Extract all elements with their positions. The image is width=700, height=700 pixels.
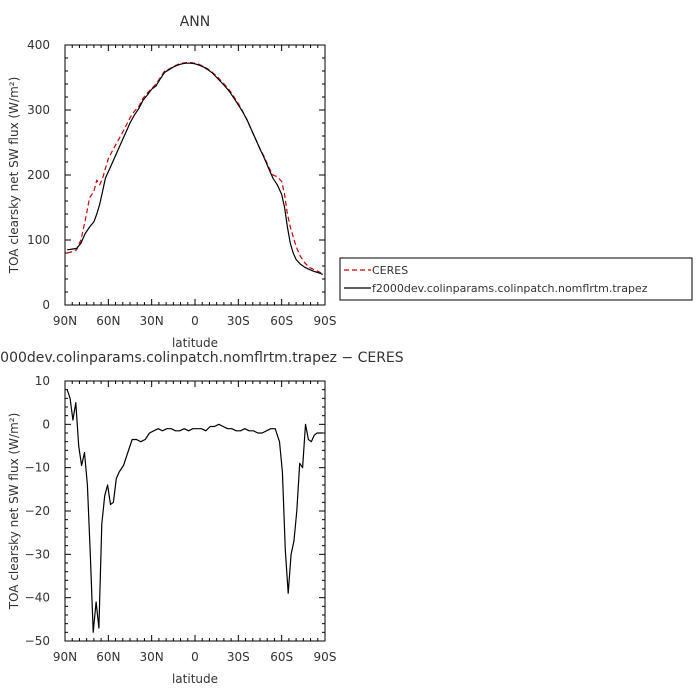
series-line-1 xyxy=(67,61,324,275)
chart-panel-2: f2000dev.colinparams.colinpatch.nomflrtm… xyxy=(0,350,404,686)
y-tick-label: 0 xyxy=(42,417,50,431)
y-tick-label: −20 xyxy=(25,504,50,518)
x-tick-label: 30S xyxy=(227,650,250,664)
legend: CERES f2000dev.colinparams.colinpatch.nom… xyxy=(339,257,693,301)
y-tick-label: 100 xyxy=(27,233,50,247)
x-tick-label: 30N xyxy=(140,650,164,664)
y-tick-label: −30 xyxy=(25,547,50,561)
x-tick-label: 0 xyxy=(191,314,199,328)
x-axis-label: latitude xyxy=(172,672,218,686)
chart-title: ANN xyxy=(180,14,211,30)
x-tick-label: 0 xyxy=(191,650,199,664)
chart-panel-1: ANN 90N 60N 30N 0 30S 60S 90S 0 100 200 300 400 latit… xyxy=(7,14,693,350)
series-line-1 xyxy=(66,389,323,633)
x-tick-label: 30S xyxy=(227,314,250,328)
y-tick-label: −10 xyxy=(25,461,50,475)
x-tick-label: 30N xyxy=(140,314,164,328)
x-tick-label: 90S xyxy=(314,650,337,664)
x-tick-label: 60N xyxy=(96,314,120,328)
y-tick-label: −40 xyxy=(25,591,50,605)
x-tick-label: 60S xyxy=(270,314,293,328)
x-tick-label: 60N xyxy=(96,650,120,664)
chart-title: f2000dev.colinparams.colinpatch.nomflrtm… xyxy=(0,350,404,366)
y-tick-label: 0 xyxy=(42,298,50,312)
y-tick-label: −50 xyxy=(25,634,50,648)
series-line-2 xyxy=(67,62,324,275)
legend-label-2: f2000dev.colinparams.colinpatch.nomflrtm… xyxy=(372,282,648,295)
x-axis-label: latitude xyxy=(172,336,218,350)
y-tick-label: 300 xyxy=(27,103,50,117)
plot-frame xyxy=(64,380,326,642)
y-tick-label: 200 xyxy=(27,168,50,182)
x-tick-label: 90S xyxy=(314,314,337,328)
y-tick-label: 10 xyxy=(35,374,50,388)
y-tick-label: 400 xyxy=(27,38,50,52)
y-axis-label: TOA clearsky net SW flux (W/m²) xyxy=(7,77,21,275)
x-tick-label: 90N xyxy=(53,314,77,328)
legend-label-1: CERES xyxy=(372,264,408,277)
y-axis-label: TOA clearsky net SW flux (W/m²) xyxy=(7,413,21,611)
x-tick-label: 60S xyxy=(270,650,293,664)
legend-box xyxy=(339,257,693,301)
x-tick-label: 90N xyxy=(53,650,77,664)
